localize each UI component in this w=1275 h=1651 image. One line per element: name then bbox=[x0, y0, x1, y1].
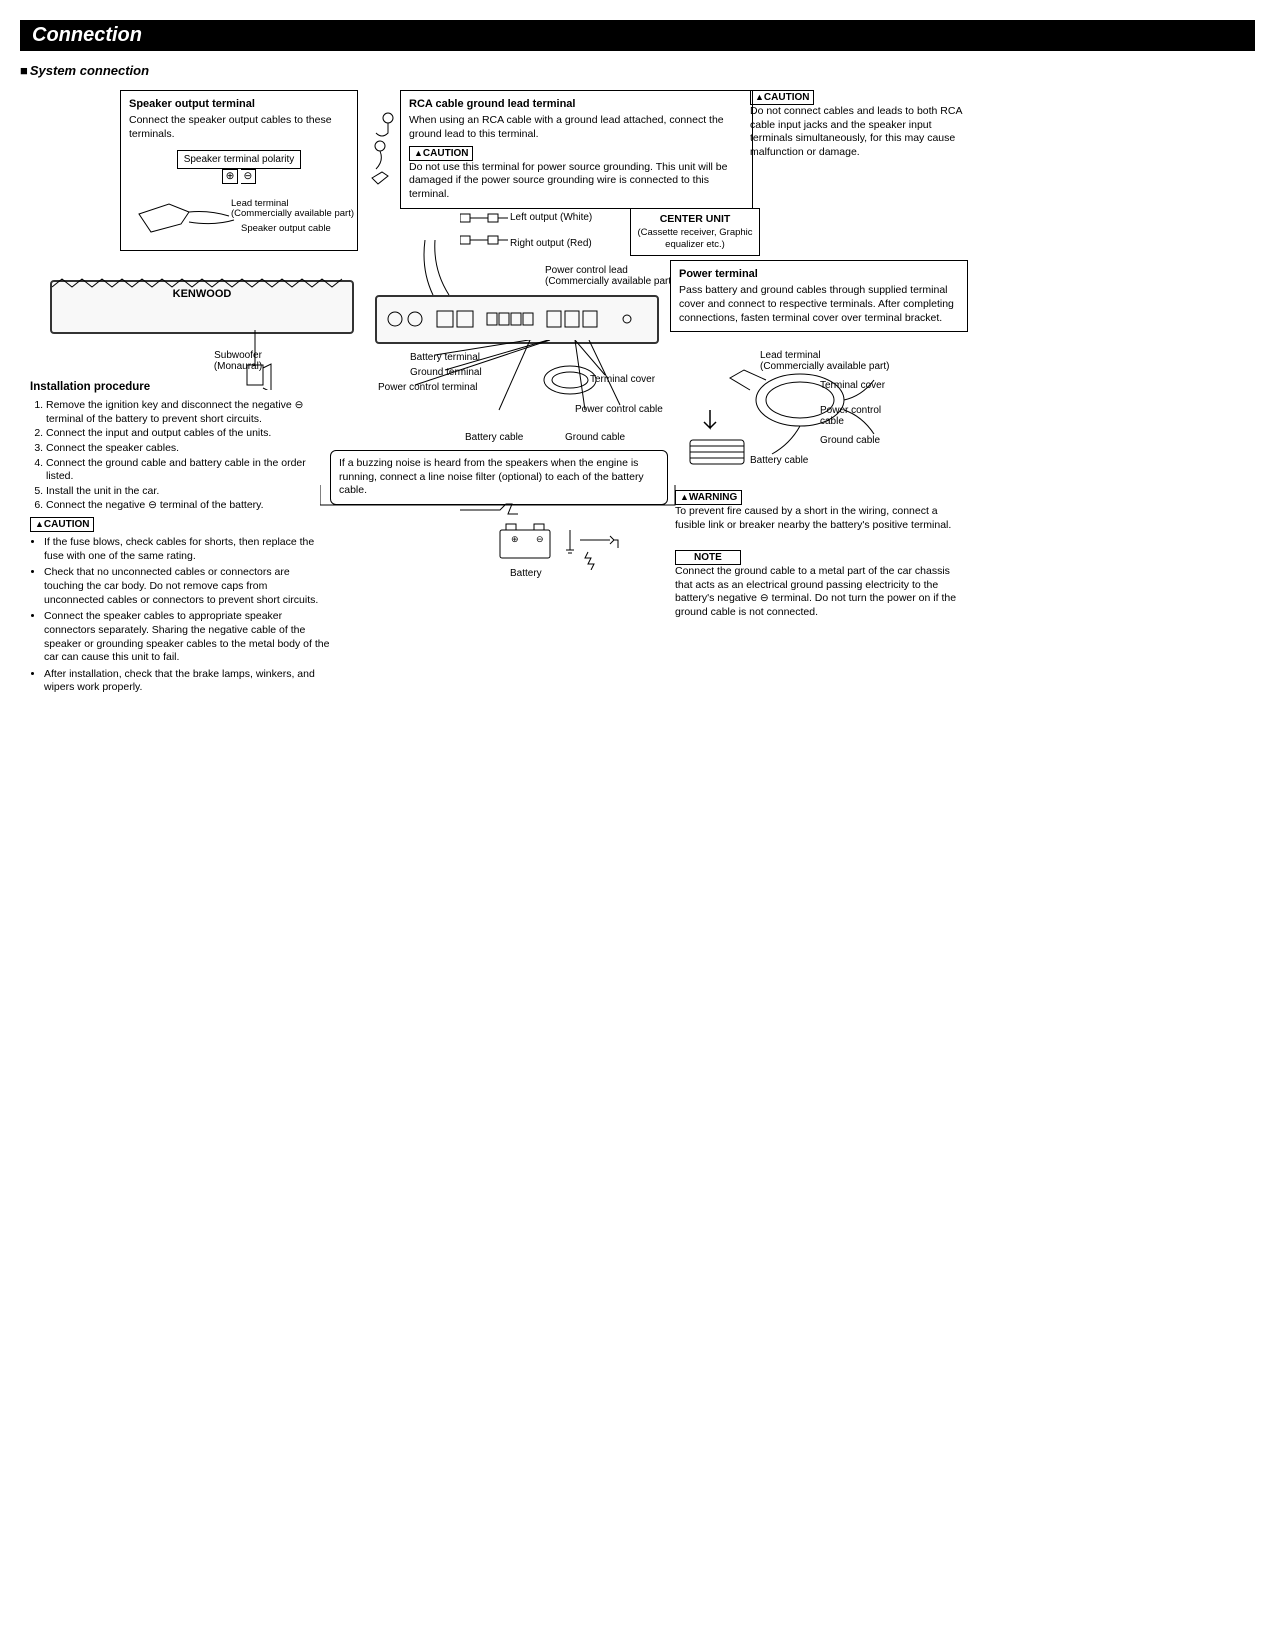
install-steps: Remove the ignition key and disconnect t… bbox=[46, 399, 330, 513]
note-block: NOTE Connect the ground cable to a metal… bbox=[675, 550, 965, 620]
section-title: System connection bbox=[20, 63, 1255, 78]
ground-terminal-label: Ground terminal bbox=[410, 367, 482, 378]
power-ctrl-cable-label: Power control cable bbox=[575, 404, 663, 415]
battery-terminal-label: Battery terminal bbox=[410, 352, 480, 363]
install-cautions: If the fuse blows, check cables for shor… bbox=[44, 536, 330, 695]
caution-label: CAUTION bbox=[409, 146, 473, 161]
battery-label: Battery bbox=[510, 568, 542, 579]
install-step: Connect the ground cable and battery cab… bbox=[46, 457, 330, 484]
center-unit-body: (Cassette receiver, Graphic equalizer et… bbox=[635, 227, 755, 252]
polarity-minus-icon: ⊖ bbox=[241, 169, 256, 185]
svg-text:⊕: ⊕ bbox=[511, 534, 519, 544]
rd-lead-terminal: Lead terminal(Commercially available par… bbox=[760, 350, 889, 372]
caution-label: CAUTION bbox=[750, 90, 814, 105]
rca-body: When using an RCA cable with a ground le… bbox=[409, 114, 744, 141]
install-step: Remove the ignition key and disconnect t… bbox=[46, 399, 330, 426]
rd-battery-cable: Battery cable bbox=[750, 455, 808, 466]
speaker-cable-label: Speaker output cable bbox=[241, 223, 331, 235]
rca-jacks-icon bbox=[460, 208, 640, 258]
warning-label: WARNING bbox=[675, 490, 742, 505]
install-step: Connect the negative ⊖ terminal of the b… bbox=[46, 499, 330, 513]
amp-ports-icon bbox=[377, 297, 657, 342]
battery-cable-label: Battery cable bbox=[465, 432, 523, 443]
top-caution-text: Do not connect cables and leads to both … bbox=[750, 105, 962, 158]
amp-top-jag bbox=[52, 272, 352, 292]
power-ctrl-lead-label: Power control lead(Commercially availabl… bbox=[545, 265, 674, 287]
center-unit-title: CENTER UNIT bbox=[635, 213, 755, 227]
rca-callout: RCA cable ground lead terminal When usin… bbox=[400, 90, 753, 209]
polarity-label: Speaker terminal polarity bbox=[177, 150, 302, 169]
power-terminal-body: Pass battery and ground cables through s… bbox=[679, 284, 959, 325]
speaker-terminal-body: Connect the speaker output cables to the… bbox=[129, 114, 349, 141]
install-step: Connect the input and output cables of t… bbox=[46, 427, 330, 441]
install-caution: If the fuse blows, check cables for shor… bbox=[44, 536, 330, 563]
subwoofer-label: Subwoofer(Monaural) bbox=[198, 350, 278, 372]
warning-block: WARNING To prevent fire caused by a shor… bbox=[675, 490, 965, 532]
power-terminal-title: Power terminal bbox=[679, 267, 959, 281]
left-amp-icon: KENWOOD bbox=[50, 280, 354, 334]
install-caution: Check that no unconnected cables or conn… bbox=[44, 566, 330, 607]
ground-cable-label: Ground cable bbox=[565, 432, 625, 443]
caution-label: CAUTION bbox=[30, 517, 94, 532]
rd-ground-cable: Ground cable bbox=[820, 435, 880, 446]
center-unit-callout: CENTER UNIT (Cassette receiver, Graphic … bbox=[630, 208, 760, 256]
lead-terminal-label: Lead terminal(Commercially available par… bbox=[231, 199, 354, 220]
speaker-terminal-callout: Speaker output terminal Connect the spea… bbox=[120, 90, 358, 251]
install-step: Connect the speaker cables. bbox=[46, 442, 330, 456]
page-header: Connection bbox=[20, 20, 1255, 51]
rd-terminal-cover: Terminal cover bbox=[820, 380, 885, 391]
rd-power-cable: Power controlcable bbox=[820, 405, 881, 427]
install-title: Installation procedure bbox=[30, 380, 330, 395]
bracket-line bbox=[320, 485, 680, 515]
install-step: Install the unit in the car. bbox=[46, 485, 330, 499]
note-label: NOTE bbox=[675, 550, 741, 565]
install-caution: Connect the speaker cables to appropriat… bbox=[44, 610, 330, 665]
rca-caution: Do not use this terminal for power sourc… bbox=[409, 161, 744, 202]
install-caution: After installation, check that the brake… bbox=[44, 668, 330, 695]
terminal-cover-sketch bbox=[540, 360, 600, 400]
speaker-terminal-title: Speaker output terminal bbox=[129, 97, 349, 111]
diagram-area: Speaker output terminal Connect the spea… bbox=[20, 90, 1240, 710]
warning-text: To prevent fire caused by a short in the… bbox=[675, 505, 951, 531]
note-text: Connect the ground cable to a metal part… bbox=[675, 565, 956, 618]
rca-title: RCA cable ground lead terminal bbox=[409, 97, 744, 111]
svg-text:⊖: ⊖ bbox=[536, 534, 544, 544]
right-amp-icon bbox=[375, 295, 659, 344]
rca-plug-sketch bbox=[368, 108, 408, 188]
polarity-plus-icon: ⊕ bbox=[222, 169, 238, 185]
rca-input-wires bbox=[415, 240, 465, 300]
power-terminal-callout: Power terminal Pass battery and ground c… bbox=[670, 260, 968, 332]
power-ctrl-terminal-label: Power control terminal bbox=[378, 382, 477, 393]
installation-block: Installation procedure Remove the igniti… bbox=[30, 380, 330, 698]
top-right-caution: CAUTION Do not connect cables and leads … bbox=[750, 90, 965, 160]
